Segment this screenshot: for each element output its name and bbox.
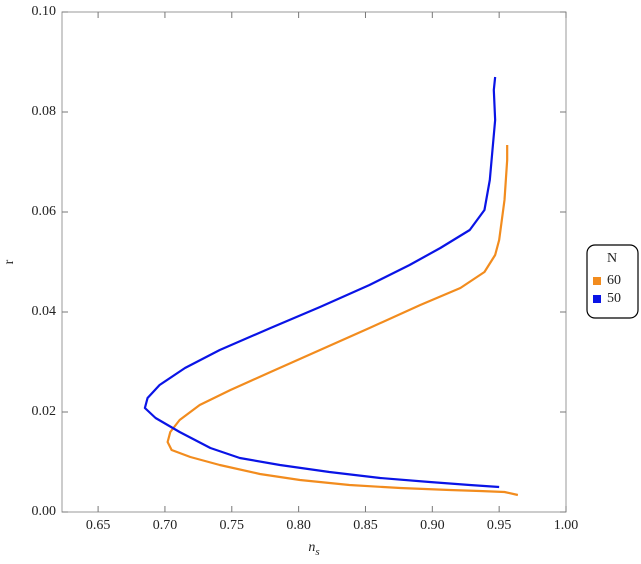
legend-label: 60 xyxy=(607,273,621,288)
x-label-sub: s xyxy=(315,546,319,558)
x-tick-label: 1.00 xyxy=(554,518,579,533)
y-tick-label: 0.00 xyxy=(32,504,57,519)
series-line xyxy=(143,76,500,489)
legend-title: N xyxy=(607,251,617,266)
legend-swatch xyxy=(593,277,601,285)
y-tick-label: 0.02 xyxy=(32,404,57,419)
y-tick-label: 0.06 xyxy=(32,204,57,219)
x-tick-label: 0.70 xyxy=(153,518,178,533)
x-axis-label: ns xyxy=(308,540,319,557)
series-line xyxy=(166,145,519,497)
y-axis-label: r xyxy=(2,259,17,264)
x-tick-label: 0.80 xyxy=(286,518,311,533)
legend-label: 50 xyxy=(607,291,621,306)
x-tick-label: 0.65 xyxy=(86,518,111,533)
plot-frame xyxy=(61,11,567,513)
x-label-main: n xyxy=(308,540,315,555)
legend-swatch xyxy=(593,295,601,303)
y-tick-label: 0.10 xyxy=(32,4,57,19)
y-tick-label: 0.04 xyxy=(32,304,57,319)
x-tick-label: 0.85 xyxy=(353,518,378,533)
x-tick-label: 0.90 xyxy=(420,518,445,533)
x-tick-label: 0.75 xyxy=(220,518,245,533)
y-tick-label: 0.08 xyxy=(32,104,57,119)
x-tick-label: 0.95 xyxy=(487,518,512,533)
